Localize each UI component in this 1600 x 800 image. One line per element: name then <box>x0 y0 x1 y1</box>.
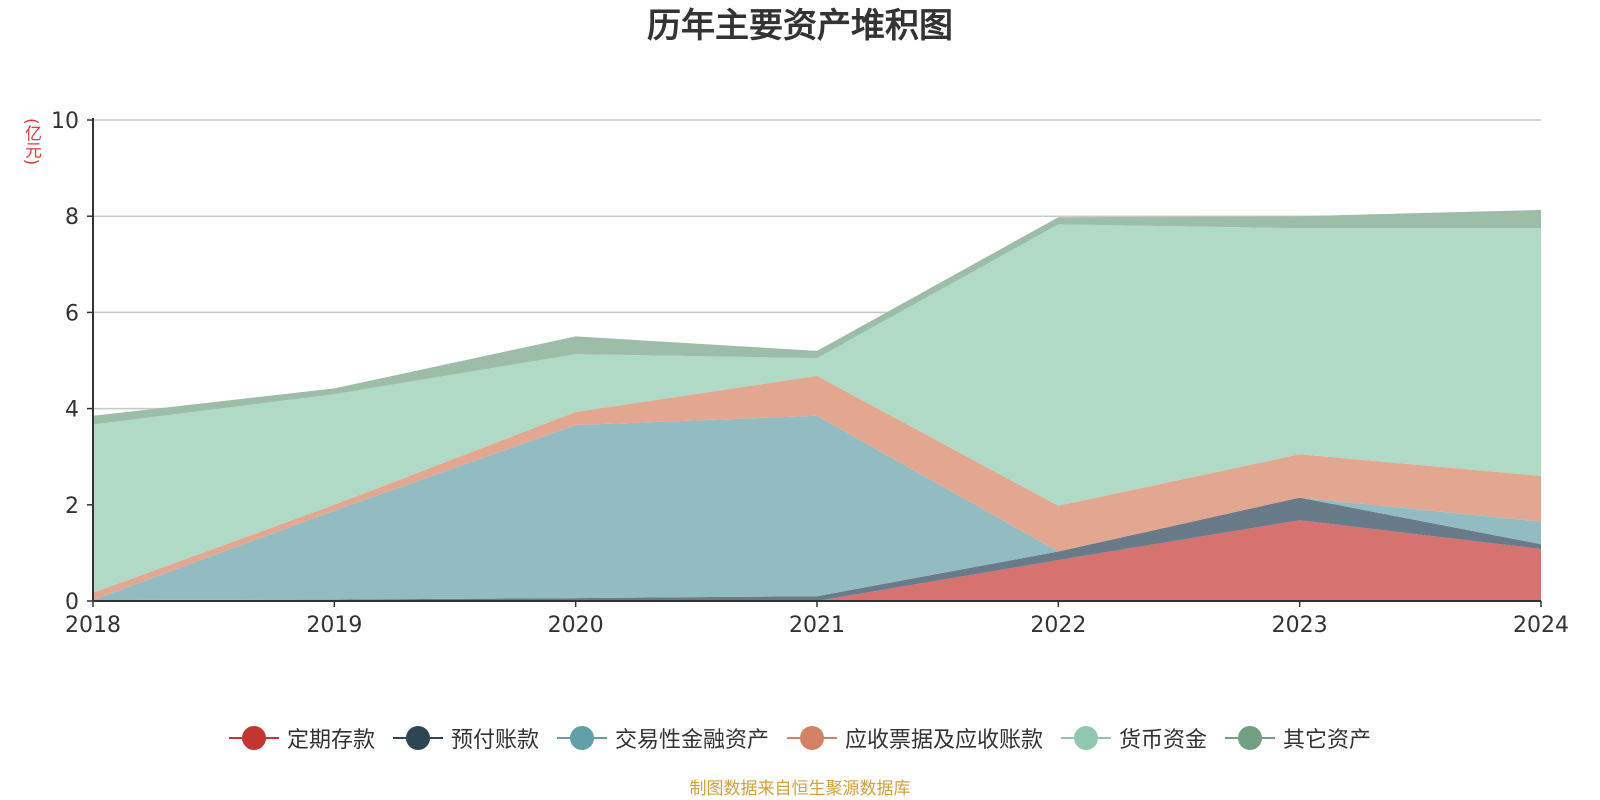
legend-label: 交易性金融资产 <box>614 728 769 753</box>
legend-item[interactable]: 其它资产 <box>1225 718 1371 758</box>
legend-marker-dot <box>241 726 266 750</box>
area-series-4 <box>93 224 1541 593</box>
legend-label: 货币资金 <box>1119 728 1208 753</box>
data-source-note: 制图数据来自恒生聚源数据库 <box>689 779 911 799</box>
legend-label: 其它资产 <box>1283 728 1372 753</box>
legend-marker-icon <box>1061 725 1112 751</box>
legend-item[interactable]: 预付账款 <box>392 718 539 758</box>
x-tick-label: 2018 <box>65 613 121 638</box>
x-tick-label: 2022 <box>1030 613 1086 638</box>
y-tick-label: 4 <box>65 398 79 423</box>
y-tick-label: 10 <box>51 109 79 134</box>
legend-label: 定期存款 <box>286 728 375 753</box>
axes: 0 2 4 6 8 10 2018 2019 2020 2021 2022 2023 2024 <box>51 109 1569 638</box>
legend-marker-icon <box>392 725 443 751</box>
x-tick-label: 2023 <box>1272 613 1328 638</box>
legend-marker-dot <box>1074 726 1099 750</box>
area-series-layer <box>93 209 1541 601</box>
x-tick-label: 2024 <box>1513 613 1569 638</box>
legend-marker-icon <box>787 725 837 751</box>
area-series-3 <box>93 375 1541 600</box>
area-series-2 <box>93 415 1541 600</box>
x-tick-label: 2020 <box>548 613 604 638</box>
legend-marker-dot <box>800 726 824 750</box>
y-tick-label: 2 <box>65 494 79 519</box>
chart-title: 历年主要资产堆积图 <box>647 6 953 46</box>
legend-marker-icon <box>1225 725 1276 751</box>
legend-marker-icon <box>556 725 607 751</box>
legend-marker-dot <box>1238 726 1263 750</box>
y-tick-label: 8 <box>65 205 79 230</box>
legend-item[interactable]: 交易性金融资产 <box>556 718 769 758</box>
y-tick-label: 0 <box>65 590 79 615</box>
legend-item[interactable]: 应收票据及应收账款 <box>787 718 1043 758</box>
legend-label: 预付账款 <box>450 728 539 753</box>
area-series-5 <box>93 209 1541 425</box>
x-tick-label: 2021 <box>789 613 845 638</box>
y-axis-unit-label: (亿元) <box>21 118 41 166</box>
legend-label: 应收票据及应收账款 <box>845 728 1044 753</box>
legend-marker-dot <box>569 726 594 750</box>
x-tick-label: 2019 <box>306 613 362 638</box>
area-series-0 <box>93 520 1541 601</box>
y-tick-label: 6 <box>65 301 79 326</box>
legend-marker-icon <box>228 725 279 751</box>
legend-marker-dot <box>405 726 430 750</box>
legend-item[interactable]: 货币资金 <box>1061 718 1207 758</box>
chart-legend: 定期存款 预付账款 交易性金融资产 应收票据及应收账款 货币资金 其它资产 <box>0 718 1600 758</box>
legend-item[interactable]: 定期存款 <box>228 718 375 758</box>
